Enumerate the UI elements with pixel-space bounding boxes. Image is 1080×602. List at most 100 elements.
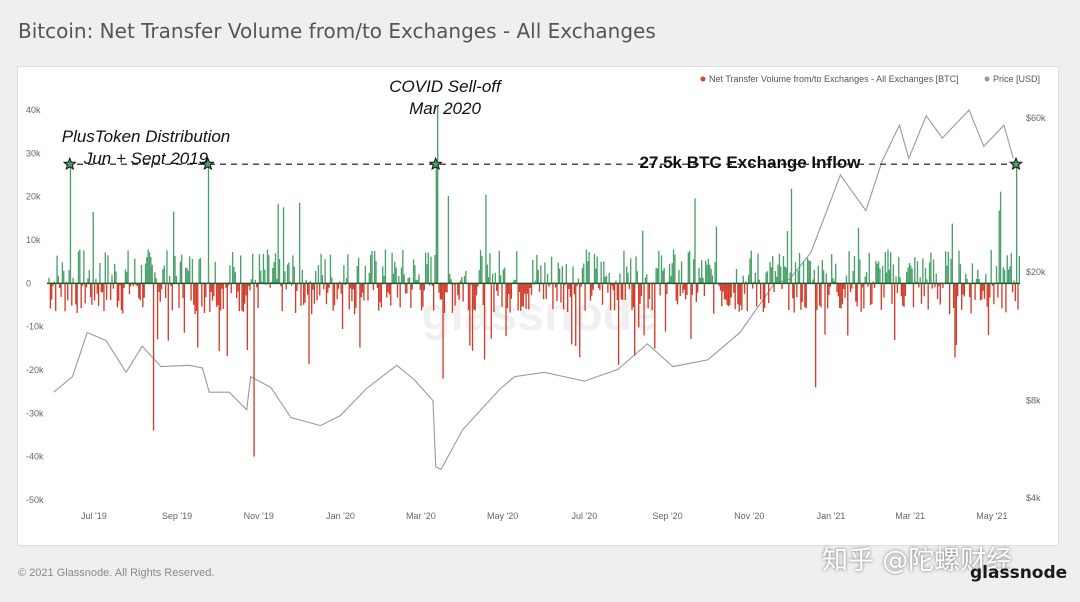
y2-tick-label: $8k [1026, 396, 1041, 406]
bar [435, 164, 437, 284]
bar [579, 283, 581, 358]
bar [596, 256, 598, 284]
bar [209, 283, 211, 313]
bar [446, 283, 448, 293]
bar [680, 261, 683, 284]
bar [61, 262, 64, 284]
bar [199, 258, 202, 284]
bar [698, 267, 700, 284]
bar [686, 283, 688, 295]
bar [987, 283, 990, 335]
bar [831, 254, 833, 284]
bar [608, 272, 610, 284]
peak-star-icon [62, 156, 77, 171]
x-tick-label: Jul '20 [572, 511, 598, 521]
bar [982, 283, 984, 291]
bar [146, 257, 148, 284]
bar [548, 283, 550, 287]
bar [705, 260, 707, 284]
bar [1017, 283, 1019, 310]
bar [997, 283, 999, 298]
bar [624, 283, 626, 300]
bar [616, 283, 618, 300]
bar [648, 283, 651, 299]
bar [682, 283, 684, 293]
bar [817, 265, 819, 284]
bar [790, 188, 793, 284]
bar [876, 263, 878, 284]
bar [522, 283, 525, 307]
bar [691, 283, 693, 295]
bar [947, 252, 949, 284]
bar [986, 283, 988, 307]
bar [296, 283, 298, 291]
bar [595, 268, 597, 284]
bar [951, 223, 953, 284]
bar [575, 283, 577, 346]
bar [238, 283, 240, 312]
bar [321, 275, 324, 284]
bar [572, 266, 574, 284]
bar [890, 252, 892, 284]
bar [746, 283, 748, 312]
bar [969, 283, 971, 298]
bar [356, 266, 358, 284]
bar [214, 261, 216, 284]
bar [286, 264, 289, 284]
legend-label-net-transfer: Net Transfer Volume from/to Exchanges - … [709, 74, 959, 84]
bar [769, 261, 771, 284]
bar [820, 283, 822, 308]
bar [312, 283, 314, 290]
bar [654, 283, 656, 349]
bar [848, 251, 850, 284]
bar [427, 252, 429, 284]
bar [213, 283, 215, 297]
bar [508, 283, 510, 294]
bar [569, 283, 572, 297]
bar [219, 283, 222, 311]
bar [242, 283, 245, 312]
bar [952, 283, 955, 308]
bar [352, 283, 354, 290]
bar [754, 272, 756, 284]
bar [877, 261, 880, 284]
bar [369, 255, 372, 284]
bar [849, 283, 852, 292]
bar [923, 283, 925, 297]
bar [565, 264, 568, 284]
bar [420, 283, 423, 311]
x-axis-ticks: Jul '19 Sep '19 Nov '19 Jan '20 Mar '20 May '… [81, 511, 1007, 521]
y-tick-label: -40k [26, 452, 44, 462]
bar [504, 267, 506, 284]
bar [328, 283, 330, 288]
bar [499, 275, 502, 284]
bar [683, 283, 685, 290]
bar [235, 283, 238, 298]
bar [979, 283, 982, 301]
bar [644, 277, 647, 284]
bar [840, 283, 842, 309]
bar [355, 283, 357, 308]
bar [69, 164, 72, 284]
bar [64, 283, 66, 312]
bar [671, 263, 673, 284]
bar [699, 277, 702, 284]
bar [154, 272, 156, 284]
bar [816, 283, 818, 310]
bar [345, 278, 348, 284]
bar [134, 258, 136, 284]
bar [580, 283, 582, 287]
bar [701, 260, 703, 284]
bar [536, 254, 538, 284]
bar [376, 283, 379, 288]
bar [178, 283, 180, 308]
annotation-plustoken: PlusToken Distribution [62, 127, 231, 146]
bar [773, 283, 775, 292]
bar [222, 283, 224, 309]
bar [317, 265, 320, 284]
bar [931, 283, 933, 289]
bar [944, 251, 947, 284]
bar [601, 283, 604, 305]
bar [781, 283, 783, 290]
bar [751, 283, 754, 289]
